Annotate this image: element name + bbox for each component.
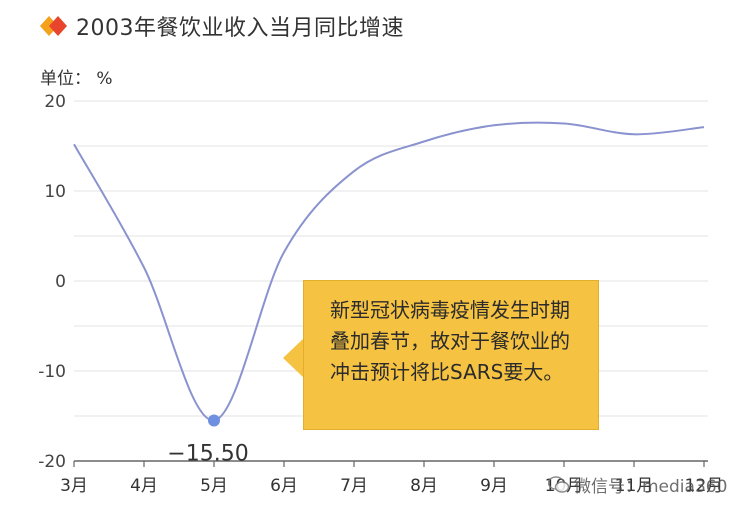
wechat-icon: [548, 475, 570, 493]
y-tick-labels: 20 10 0 -10 -20: [38, 92, 66, 472]
x-tick-label: 12月: [685, 476, 724, 496]
title-text: 2003年餐饮业收入当月同比增速: [76, 16, 404, 41]
callout-pointer: [283, 338, 304, 378]
y-tick-label: -10: [38, 362, 66, 382]
series-path: [73, 121, 705, 422]
watermark-text: 微信号：media360: [574, 477, 728, 497]
x-tick-label: 9月: [480, 476, 508, 496]
annotation-callout: 新型冠状病毒疫情发生时期叠加春节，故对于餐饮业的冲击预计将比SARS要大。: [303, 280, 599, 430]
watermark: 微信号：media360: [548, 472, 727, 497]
x-tick-label: 6月: [270, 476, 298, 496]
x-tick-label: 5月: [200, 476, 228, 496]
x-axis: [73, 460, 708, 467]
x-tick-label: 7月: [340, 476, 368, 496]
series-line: [73, 121, 705, 422]
y-tick-label: 10: [44, 182, 66, 202]
x-tick-label: 3月: [60, 476, 88, 496]
unit-label: 单位： %: [40, 69, 113, 89]
data-point-min: [208, 414, 220, 427]
y-tick-label: 0: [55, 272, 66, 292]
data-label-min: −15.50: [167, 442, 248, 467]
x-tick-label: 11月: [615, 476, 654, 496]
x-tick-labels: 3月4月5月6月7月8月9月10月11月12月: [60, 476, 723, 496]
diamond-red: [49, 16, 67, 36]
x-tick-label: 8月: [410, 476, 438, 496]
y-tick-label: -20: [38, 452, 66, 472]
y-tick-label: 20: [44, 92, 66, 112]
diamond-logo-icon: [40, 16, 67, 36]
data-markers: −15.50: [167, 414, 249, 467]
x-tick-label: 4月: [130, 476, 158, 496]
chart-title: 2003年餐饮业收入当月同比增速: [40, 10, 404, 42]
